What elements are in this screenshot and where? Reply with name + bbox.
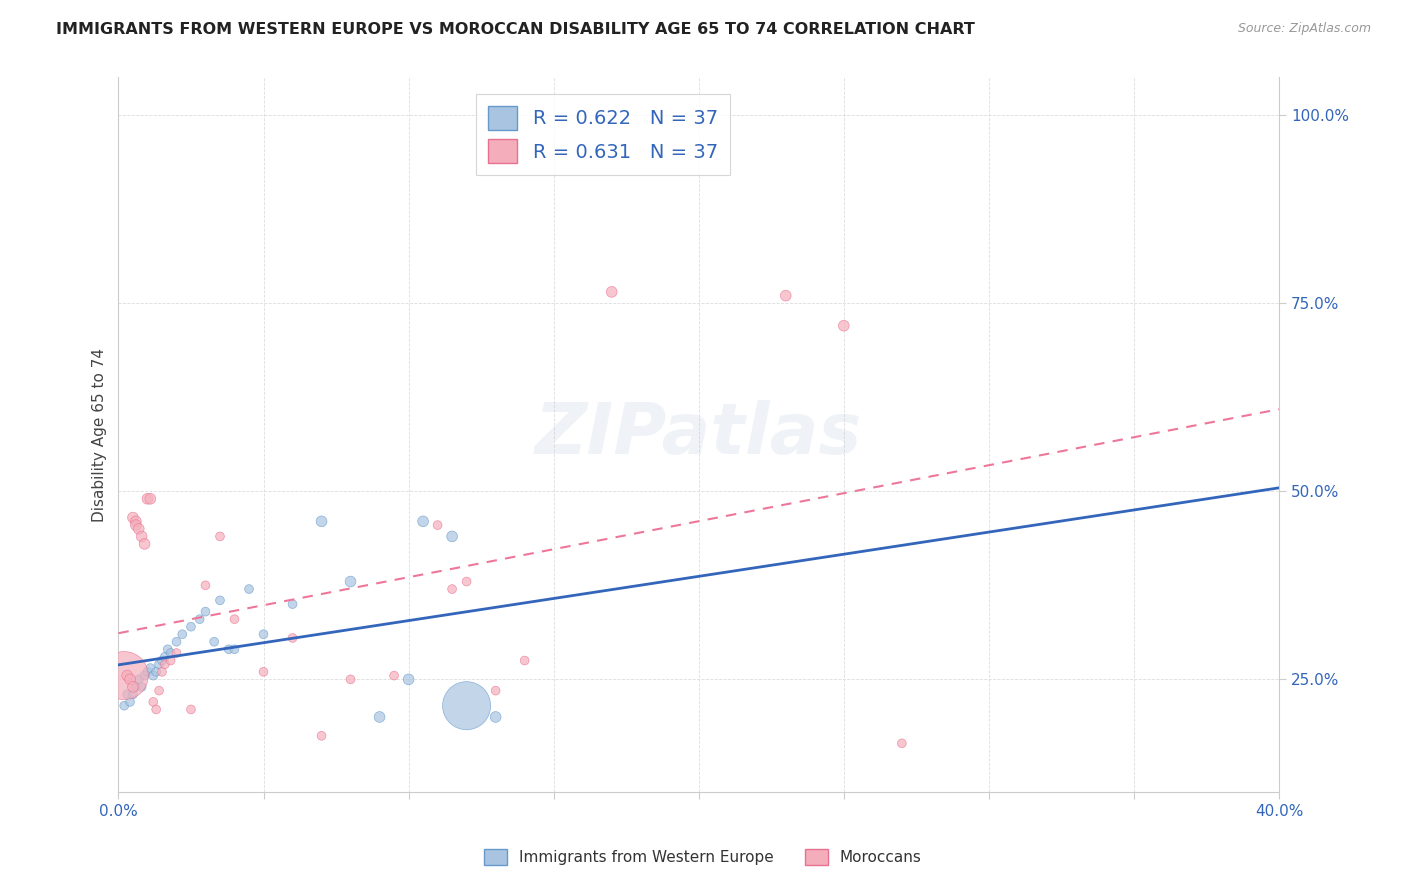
Point (311, 729, 333, 743)
Point (832, 318, 855, 333)
Y-axis label: Disability Age 65 to 74: Disability Age 65 to 74 (93, 348, 107, 522)
Point (122, 510, 145, 524)
Point (252, 665, 274, 679)
Point (142, 695, 165, 709)
Point (159, 654, 181, 668)
Point (398, 673, 420, 687)
Point (131, 529, 153, 543)
Point (208, 593, 231, 607)
Point (136, 491, 159, 506)
Point (513, 654, 536, 668)
Point (115, 668, 138, 682)
Point (166, 646, 188, 660)
Point (456, 574, 478, 589)
Point (125, 514, 148, 528)
Point (156, 642, 179, 657)
Text: IMMIGRANTS FROM WESTERN EUROPE VS MOROCCAN DISABILITY AGE 65 TO 74 CORRELATION C: IMMIGRANTS FROM WESTERN EUROPE VS MOROCC… (56, 22, 976, 37)
Point (412, 514, 434, 528)
Point (456, 698, 478, 713)
Point (208, 529, 231, 543)
Point (136, 665, 159, 679)
Point (153, 657, 176, 672)
Point (159, 646, 181, 660)
Point (122, 687, 145, 701)
Point (115, 687, 138, 701)
Point (441, 582, 464, 596)
Point (426, 518, 449, 533)
Point (194, 605, 217, 619)
Point (112, 668, 135, 682)
Point (131, 680, 153, 694)
Point (128, 522, 150, 536)
Point (339, 673, 361, 687)
Point (194, 578, 217, 592)
Point (238, 582, 260, 596)
Point (224, 612, 246, 626)
Point (485, 683, 508, 698)
Point (148, 683, 170, 698)
Point (148, 657, 170, 672)
Point (118, 673, 141, 687)
Point (311, 514, 333, 528)
Text: ZIPatlas: ZIPatlas (536, 401, 862, 469)
Point (600, 285, 623, 299)
Text: Source: ZipAtlas.com: Source: ZipAtlas.com (1237, 22, 1371, 36)
Point (145, 665, 167, 679)
Point (485, 710, 508, 724)
Point (202, 634, 225, 648)
Point (134, 668, 156, 682)
Point (188, 612, 211, 626)
Point (180, 620, 202, 634)
Legend: R = 0.622   N = 37, R = 0.631   N = 37: R = 0.622 N = 37, R = 0.631 N = 37 (477, 95, 730, 175)
Point (142, 668, 165, 682)
Point (252, 627, 274, 641)
Point (145, 702, 167, 716)
Point (890, 736, 912, 750)
Point (441, 529, 464, 543)
Point (150, 665, 173, 679)
Legend: Immigrants from Western Europe, Moroccans: Immigrants from Western Europe, Moroccan… (478, 843, 928, 871)
Point (172, 627, 194, 641)
Point (125, 518, 148, 533)
Point (112, 698, 135, 713)
Point (122, 680, 145, 694)
Point (281, 631, 304, 645)
Point (153, 649, 176, 664)
Point (775, 288, 797, 302)
Point (382, 668, 405, 682)
Point (128, 673, 150, 687)
Point (166, 634, 188, 648)
Point (150, 654, 173, 668)
Point (134, 537, 156, 551)
Point (368, 710, 391, 724)
Point (118, 695, 141, 709)
Point (224, 642, 246, 657)
Point (281, 597, 304, 611)
Point (125, 680, 148, 694)
Point (180, 702, 202, 716)
Point (218, 642, 240, 657)
Point (139, 661, 162, 675)
Point (339, 574, 361, 589)
Point (139, 491, 162, 506)
